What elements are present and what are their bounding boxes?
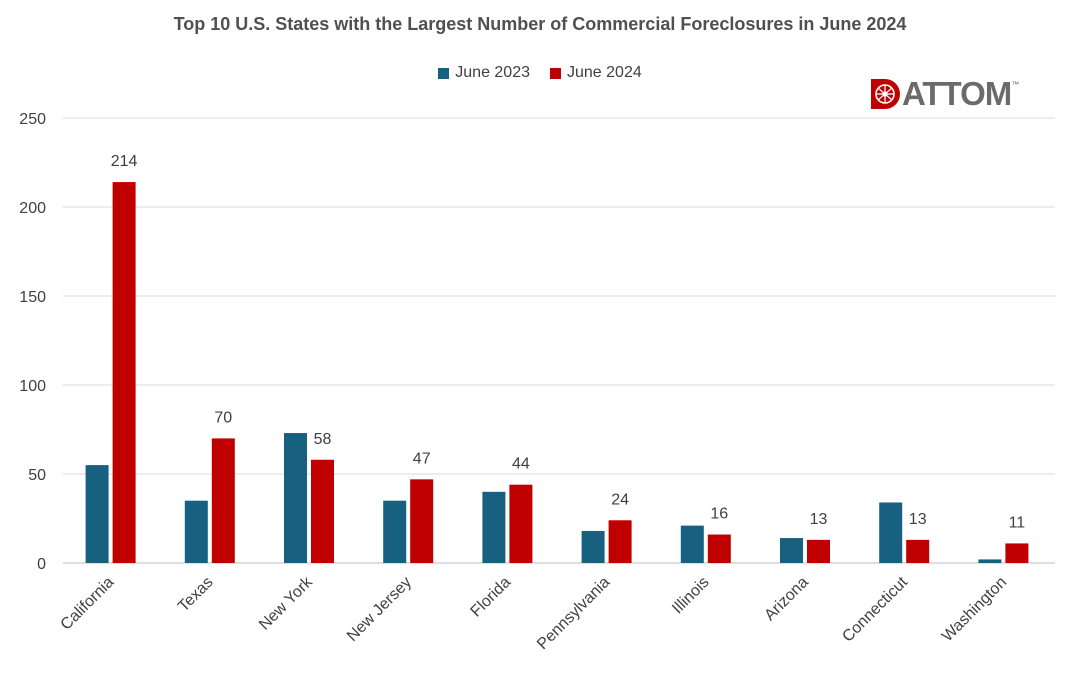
chart-title: Top 10 U.S. States with the Largest Numb… <box>173 14 907 34</box>
bar-connecticut-june-2023 <box>879 502 903 563</box>
attom-logo: ATTOM ™ <box>868 74 1028 114</box>
y-tick-label-0: 0 <box>37 556 46 573</box>
x-tick-label-texas: Texas <box>175 574 217 616</box>
x-tick-label-washington: Washington <box>939 574 1010 645</box>
bar-illinois-june-2023 <box>680 525 704 563</box>
data-label-texas: 70 <box>214 409 232 426</box>
x-tick-label-pennsylvania: Pennsylvania <box>534 574 613 653</box>
x-tick-label-connecticut: Connecticut <box>839 573 911 645</box>
legend-label-june-2023: June 2023 <box>455 64 530 81</box>
bar-new-jersey-june-2023 <box>383 500 407 563</box>
y-tick-label-100: 100 <box>19 378 46 395</box>
bar-pennsylvania-june-2023 <box>581 530 605 563</box>
data-label-new-york: 58 <box>314 431 332 448</box>
x-tick-label-florida: Florida <box>468 574 515 621</box>
data-label-connecticut: 13 <box>909 511 927 528</box>
y-tick-label-50: 50 <box>28 467 46 484</box>
legend-item-june-2024: June 2024 <box>550 64 642 82</box>
data-labels: 214 70 58 47 44 24 16 13 13 11 <box>111 153 1026 531</box>
legend-item-june-2023: June 2023 <box>438 64 530 82</box>
data-label-pennsylvania: 24 <box>611 491 629 508</box>
legend: June 2023 June 2024 <box>0 64 1080 82</box>
data-label-arizona: 13 <box>810 511 828 528</box>
data-label-new-jersey: 47 <box>413 450 431 467</box>
bars <box>85 182 1029 563</box>
legend-swatch-june-2024 <box>550 67 561 79</box>
bar-california-june-2024 <box>112 182 136 563</box>
x-tick-label-illinois: Illinois <box>669 574 712 617</box>
bar-connecticut-june-2024 <box>906 539 930 563</box>
bar-pennsylvania-june-2024 <box>608 520 632 563</box>
bar-california-june-2023 <box>85 465 109 563</box>
bar-new-york-june-2023 <box>284 433 307 563</box>
x-tick-label-new-york: New York <box>256 573 317 634</box>
y-tick-label-250: 250 <box>19 111 46 128</box>
bar-texas-june-2023 <box>184 500 208 563</box>
x-tick-label-new-jersey: New Jersey <box>344 574 415 645</box>
bar-washington-june-2023 <box>978 559 1002 563</box>
bar-arizona-june-2024 <box>807 539 830 563</box>
data-label-washington: 11 <box>1009 514 1026 531</box>
bar-florida-june-2024 <box>509 484 533 563</box>
logo-tm: ™ <box>1011 80 1020 89</box>
y-tick-label-150: 150 <box>19 289 46 306</box>
bar-illinois-june-2024 <box>707 534 731 563</box>
logo-text: ATTOM <box>902 75 1012 112</box>
y-axis-ticks: 0 50 100 150 200 250 <box>19 111 46 573</box>
bar-texas-june-2024 <box>211 438 235 563</box>
bar-washington-june-2024 <box>1005 543 1029 563</box>
attom-logo-icon <box>871 79 900 109</box>
bar-florida-june-2023 <box>482 491 506 563</box>
x-axis-ticks: California Texas New York New Jersey Florida… <box>58 573 1011 653</box>
legend-swatch-june-2023 <box>438 67 450 79</box>
data-label-illinois: 16 <box>710 506 728 523</box>
data-label-florida: 44 <box>512 456 530 473</box>
data-label-california: 214 <box>111 153 138 170</box>
x-tick-label-california: California <box>58 574 118 634</box>
x-tick-label-arizona: Arizona <box>761 574 811 624</box>
bar-arizona-june-2023 <box>780 538 803 563</box>
bar-new-jersey-june-2024 <box>410 479 434 563</box>
legend-label-june-2024: June 2024 <box>567 64 642 81</box>
bar-new-york-june-2024 <box>311 459 334 563</box>
y-tick-label-200: 200 <box>19 200 46 217</box>
